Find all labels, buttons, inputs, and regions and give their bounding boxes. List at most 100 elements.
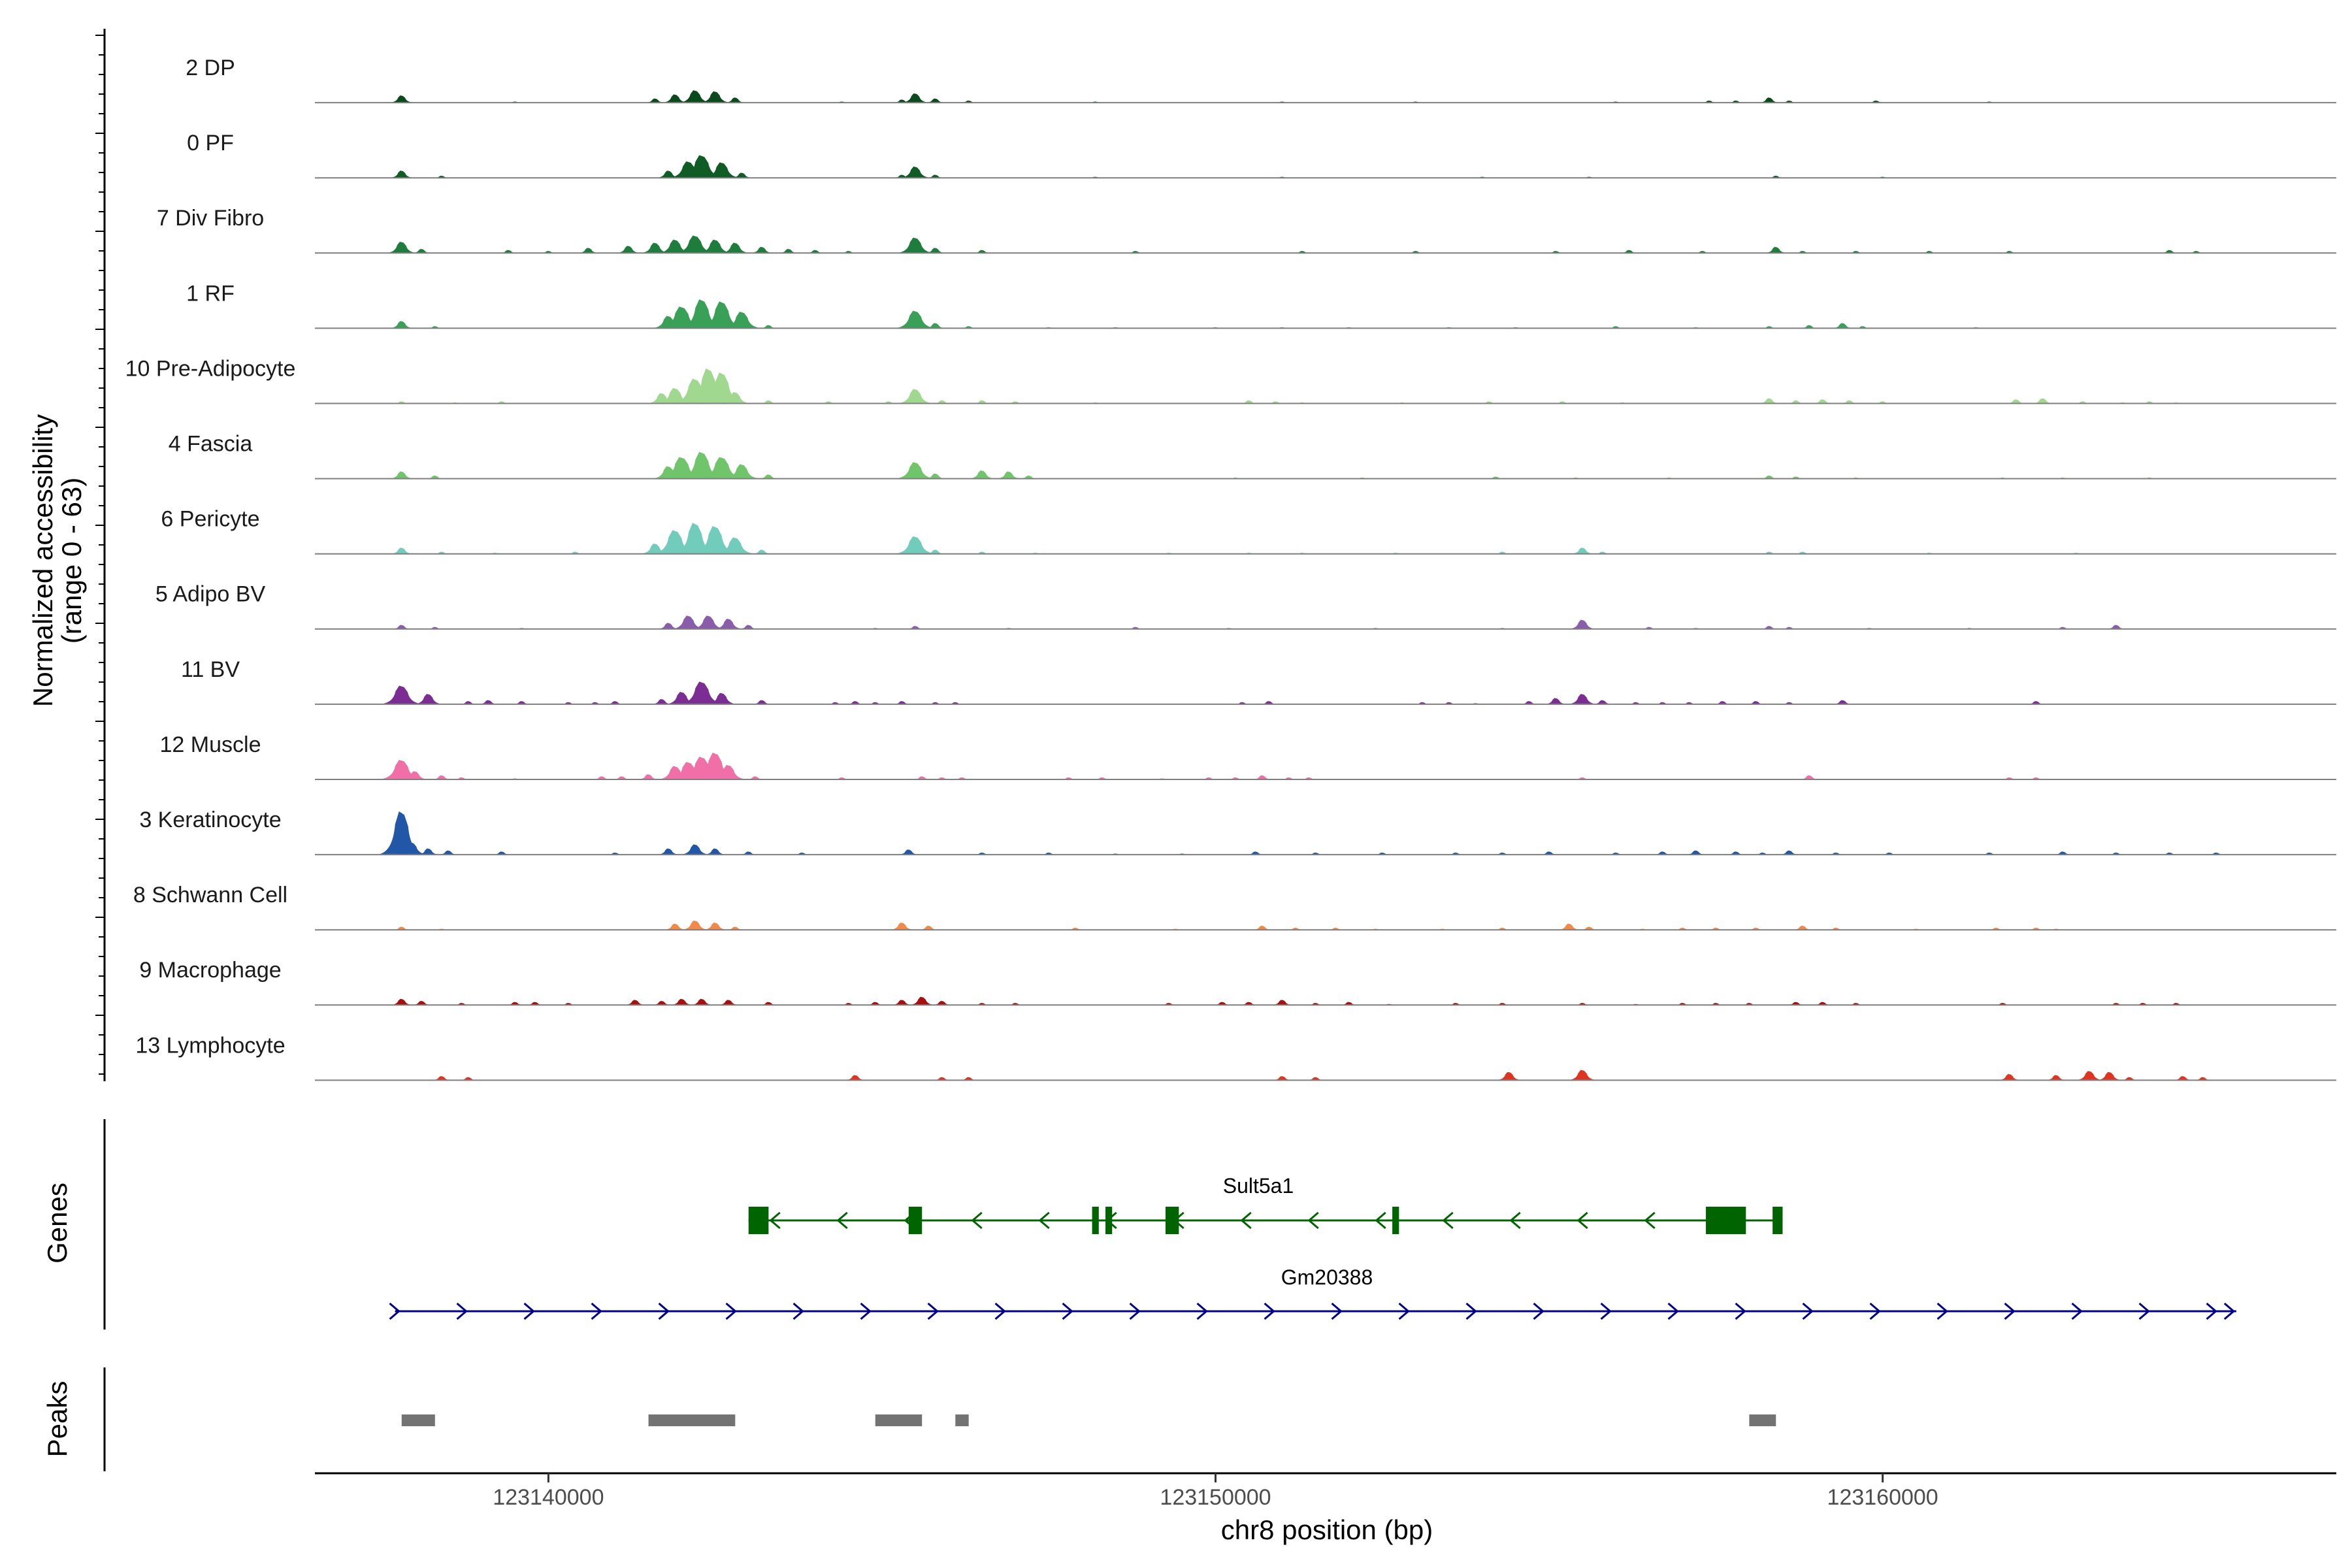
coverage-peak xyxy=(504,1002,526,1005)
coverage-peak xyxy=(676,299,728,329)
coverage-peak xyxy=(712,537,758,554)
gene-label-gm20388: Gm20388 xyxy=(1281,1266,1373,1289)
coverage-peak xyxy=(605,852,625,855)
coverage-peak xyxy=(1271,1076,1294,1081)
coverage-peak xyxy=(925,702,945,704)
coverage-peak xyxy=(655,239,695,253)
coverage-peak xyxy=(1757,97,1782,103)
coverage-peak xyxy=(1639,627,1659,629)
coverage-peak xyxy=(971,250,993,253)
coverage-peak xyxy=(2026,928,2046,930)
coverage-peak xyxy=(748,246,776,253)
coverage-peak xyxy=(559,702,578,704)
coverage-peak xyxy=(1853,326,1872,329)
coverage-peak xyxy=(676,757,728,779)
coverage-peak xyxy=(844,701,866,704)
strand-arrow xyxy=(1129,1302,1141,1320)
coverage-peak xyxy=(662,923,689,930)
coverage-peak xyxy=(923,323,948,329)
coverage-peak xyxy=(387,171,416,178)
coverage-peak xyxy=(1592,551,1612,554)
strand-arrow xyxy=(1240,1211,1252,1230)
coverage-peak xyxy=(891,174,913,178)
coverage-peak xyxy=(887,923,917,930)
coverage-peak xyxy=(432,551,451,554)
coverage-peak xyxy=(1305,852,1326,855)
coverage-peak xyxy=(1826,928,1846,930)
coverage-peak xyxy=(654,171,683,178)
coverage-peak xyxy=(1793,551,1812,554)
coverage-peak xyxy=(994,471,1023,479)
coverage-peak xyxy=(1286,928,1305,930)
coverage-peak xyxy=(1199,777,1219,779)
strand-arrow xyxy=(769,1211,781,1230)
coverage-peak xyxy=(758,1002,779,1005)
coverage-peak xyxy=(1059,777,1079,779)
coverage-peak xyxy=(1039,852,1059,855)
coverage-peak xyxy=(911,776,933,779)
coverage-peak xyxy=(1766,176,1786,178)
coverage-peak xyxy=(1779,100,1799,103)
gene-exon xyxy=(748,1207,769,1234)
track-label: 8 Schwann Cell xyxy=(133,883,287,907)
coverage-peak xyxy=(1712,701,1733,704)
coverage-peak xyxy=(1684,850,1708,855)
coverage-peak xyxy=(1238,1002,1260,1005)
coverage-peak xyxy=(388,547,416,554)
coverage-peak xyxy=(476,700,500,704)
coverage-peak xyxy=(931,400,953,404)
coverage-peak xyxy=(2159,852,2180,855)
coverage-peak xyxy=(1565,1070,1600,1081)
strand-arrow xyxy=(1600,1302,1612,1320)
coverage-peak xyxy=(1005,401,1025,404)
strand-arrow xyxy=(1062,1302,1073,1320)
coverage-peak xyxy=(924,174,946,178)
coverage-peak xyxy=(391,401,412,404)
coverage-peak xyxy=(387,471,416,479)
coverage-peak xyxy=(1872,401,1893,404)
coverage-peak xyxy=(388,998,416,1005)
x-axis-label: chr8 position (bp) xyxy=(1221,1514,1433,1545)
coverage-peak xyxy=(669,378,722,404)
coverage-peak xyxy=(638,242,672,253)
coverage-peak xyxy=(923,473,948,479)
coverage-peak xyxy=(1606,326,1625,329)
coverage-peak xyxy=(839,251,858,253)
coverage-peak xyxy=(737,625,760,629)
track-7-div-fibro: 7 Div Fibro xyxy=(157,206,2336,254)
coverage-peak xyxy=(1238,400,1260,404)
coverage-peak xyxy=(972,1003,992,1005)
coverage-peak xyxy=(655,457,708,479)
coverage-peak xyxy=(375,811,428,855)
coverage-peak xyxy=(1326,928,1346,930)
y-axis-title: Normalized accessibility (range 0 - 63) xyxy=(27,414,87,707)
coverage-peak xyxy=(695,239,735,253)
coverage-peak xyxy=(1758,626,1780,629)
strand-arrow xyxy=(1442,1211,1454,1230)
strand-arrow xyxy=(456,1302,468,1320)
coverage-peak xyxy=(676,451,728,479)
coverage-peak xyxy=(896,849,921,855)
coverage-peak xyxy=(1757,398,1782,404)
y-axis-sublabel: (range 0 - 63) xyxy=(56,478,87,644)
coverage-peak xyxy=(1552,401,1573,404)
coverage-peak xyxy=(666,161,711,178)
coverage-peak xyxy=(410,248,433,253)
coverage-peak xyxy=(672,235,719,253)
track-label: 1 RF xyxy=(186,281,235,306)
peak-region xyxy=(401,1414,435,1426)
coverage-peak xyxy=(1245,851,1266,855)
coverage-peak xyxy=(2052,851,2074,855)
coverage-peak xyxy=(662,691,701,704)
coverage-peak xyxy=(843,1075,868,1081)
coverage-peak xyxy=(399,771,431,779)
coverage-peak xyxy=(1305,1003,1326,1005)
coverage-peak xyxy=(1626,702,1646,704)
track-12-muscle: 12 Muscle xyxy=(160,732,2336,780)
coverage-peak xyxy=(971,400,993,404)
peak-region xyxy=(648,1414,736,1426)
coverage-peak xyxy=(2025,701,2047,704)
track-label: 12 Muscle xyxy=(160,732,261,757)
coverage-peak xyxy=(679,921,711,930)
